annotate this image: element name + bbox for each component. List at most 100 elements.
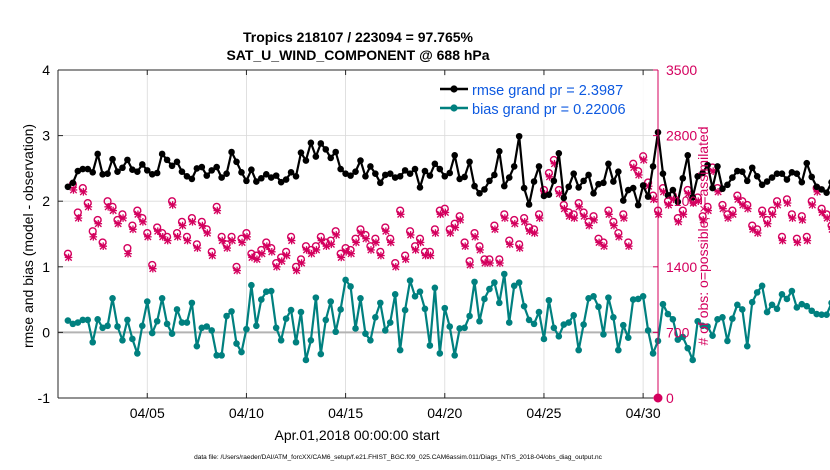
obs-assimilated-point	[719, 204, 727, 213]
rmse-point	[406, 170, 414, 177]
bias-point	[178, 319, 186, 326]
rmse-point	[600, 179, 607, 187]
rmse-point	[203, 172, 211, 179]
obs-assimilated-point	[287, 236, 296, 245]
obs-assimilated-point	[520, 218, 529, 226]
rmse-point	[595, 180, 602, 188]
bias-point	[783, 295, 791, 303]
rmse-point	[808, 173, 816, 181]
rmse-point	[377, 179, 384, 187]
obs-assimilated-point	[630, 163, 638, 172]
rmse-point	[466, 158, 473, 166]
rmse-point	[208, 167, 216, 174]
rmse-point	[629, 184, 637, 192]
bias-point	[317, 350, 325, 358]
bias-point	[629, 296, 637, 303]
rmse-point	[277, 178, 285, 186]
title: Tropics 218107 / 223094 = 97.765% SAT_U_…	[226, 29, 489, 63]
rmse-point	[684, 151, 692, 159]
rmse-point	[664, 191, 672, 199]
rmse-point	[367, 163, 374, 170]
bias-point	[322, 316, 330, 324]
obs-assimilated-point	[243, 233, 251, 241]
bias-point	[377, 299, 384, 307]
bias-point	[724, 337, 731, 345]
rmse-point	[114, 168, 121, 175]
bias-point	[396, 346, 404, 354]
bias-point	[74, 319, 82, 326]
obs-assimilated-point	[491, 225, 499, 234]
bias-point	[649, 350, 657, 357]
bias-point	[659, 300, 667, 308]
bias-point	[525, 316, 533, 324]
obs-assimilated-point	[198, 221, 207, 230]
rmse-point	[481, 186, 488, 193]
rmse-point	[287, 169, 295, 176]
rmse-point	[307, 139, 315, 147]
bias-point	[109, 294, 116, 302]
rmse-point	[198, 163, 206, 171]
y-tick-label: 0	[42, 324, 50, 340]
bias-point	[327, 298, 335, 305]
rmse-point	[148, 171, 156, 178]
obs-assimilated-point	[773, 201, 782, 209]
bias-point	[684, 344, 692, 352]
bias-point	[803, 302, 811, 310]
rmse-point	[243, 177, 250, 185]
obs-assimilated-point	[768, 210, 777, 219]
rmse-point	[178, 168, 186, 175]
bias-point	[813, 310, 820, 318]
rmse-point	[391, 174, 399, 181]
obs-assimilated-point	[654, 210, 663, 219]
bias-point	[431, 284, 439, 292]
bias-point	[570, 312, 578, 319]
obs-assimilated-point	[501, 214, 509, 222]
bias-point	[778, 291, 786, 298]
bias-point	[89, 338, 97, 346]
rmse-point	[223, 170, 230, 177]
bias-point	[481, 295, 488, 303]
rmse-point	[709, 184, 716, 192]
rmse-point	[332, 148, 339, 156]
bias-point	[277, 336, 285, 344]
bias-point	[515, 279, 523, 286]
bias-point	[644, 327, 652, 334]
bias-point	[114, 323, 121, 330]
rmse-point	[505, 174, 513, 181]
obs-assimilated-point	[625, 242, 633, 250]
obs-assimilated-point	[401, 255, 410, 264]
bias-point	[575, 346, 582, 354]
rmse-point	[530, 178, 538, 185]
bias-point	[540, 335, 548, 343]
bias-point	[362, 330, 369, 338]
bias-point	[788, 287, 796, 295]
obs-assimilated-point	[620, 214, 628, 222]
bias-point	[352, 325, 359, 332]
obs-assimilated-point	[699, 216, 708, 224]
chart-title-line2: SAT_U_WIND_COMPONENT @ 688 hPa	[226, 47, 489, 63]
bias-point	[193, 342, 201, 350]
obs-possible-point	[827, 221, 830, 230]
rmse-point	[153, 169, 161, 177]
bias-point	[64, 317, 72, 324]
bias-point	[679, 333, 687, 341]
bias-point	[674, 336, 682, 343]
bias-point	[143, 298, 151, 305]
bias-point	[694, 317, 701, 325]
obs-assimilated-point	[431, 229, 440, 237]
bias-point	[738, 306, 746, 313]
rmse-point	[565, 183, 573, 191]
rmse-point	[342, 170, 349, 177]
obs-assimilated-point	[228, 236, 236, 245]
rmse-point	[258, 174, 265, 182]
rmse-point	[262, 171, 270, 178]
rmse-point	[605, 160, 612, 168]
rmse-point	[555, 150, 563, 157]
rmse-point	[798, 178, 806, 186]
obs-assimilated-point	[560, 204, 569, 213]
bias-point	[119, 336, 126, 344]
bias-point	[689, 356, 697, 364]
chart-title-line1: Tropics 218107 / 223094 = 97.765%	[243, 29, 474, 45]
rmse-point	[129, 166, 136, 174]
bias-point	[709, 332, 716, 339]
